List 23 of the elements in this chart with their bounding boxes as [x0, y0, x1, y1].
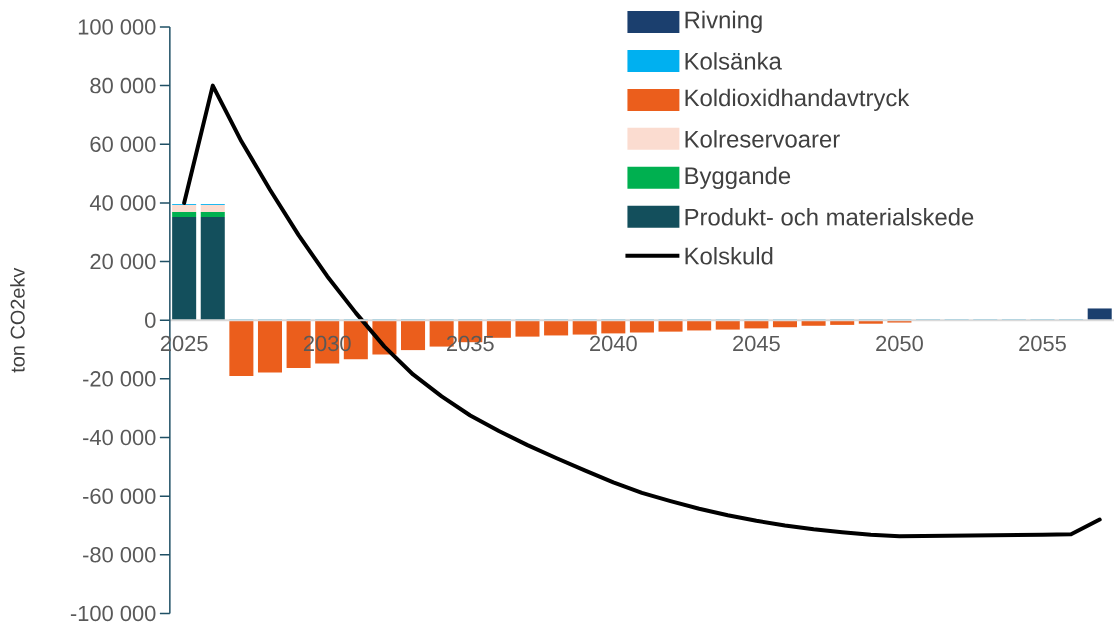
- y-axis-title: ton CO2ekv: [10, 267, 25, 373]
- y-tick-label: 100 000: [78, 18, 156, 35]
- legend-label: Kolreservoarer: [685, 129, 840, 148]
- legend-label: Rivning: [685, 10, 762, 33]
- legend-label: Kolsänka: [685, 51, 782, 70]
- legend-label: Produkt- och materialskede: [685, 207, 974, 226]
- y-tick-label: -80 000: [83, 546, 156, 563]
- x-tick-label: 2050: [876, 335, 923, 352]
- y-tick-label: 0: [145, 312, 156, 328]
- legend-label: Byggande: [685, 166, 791, 189]
- y-tick-label: 40 000: [89, 194, 156, 211]
- y-tick-label: -40 000: [83, 429, 156, 446]
- x-tick-label: 2040: [590, 335, 637, 352]
- legend-label: Koldioxidhandavtryck: [685, 88, 910, 111]
- y-tick-label: -20 000: [83, 370, 156, 387]
- y-tick-label: 60 000: [90, 136, 156, 152]
- y-tick-label: -60 000: [83, 488, 156, 504]
- x-tick-label: 2055: [1019, 335, 1066, 352]
- y-tick-label: -100 000: [70, 605, 156, 621]
- legend-label: Kolskuld: [685, 246, 773, 265]
- y-tick-label: 20 000: [90, 253, 156, 270]
- x-tick-label: 2045: [733, 335, 780, 352]
- y-tick-label: 80 000: [90, 77, 156, 94]
